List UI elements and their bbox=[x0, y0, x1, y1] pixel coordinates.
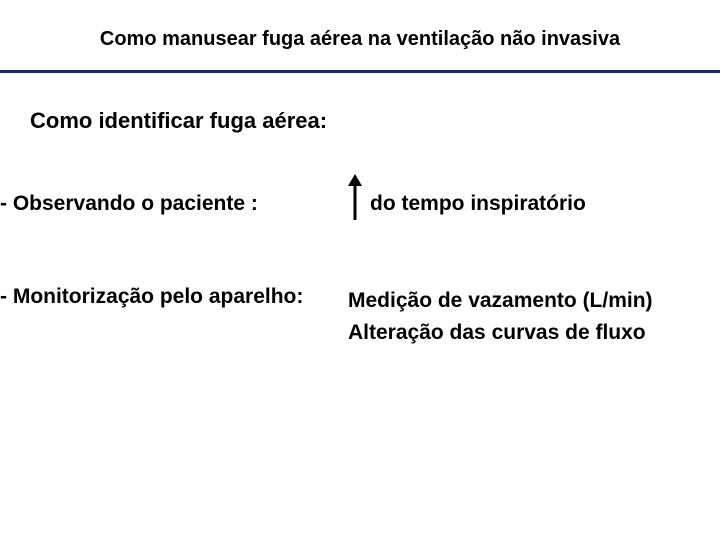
title-divider bbox=[0, 70, 720, 73]
row-monitoring-value-1: Medição de vazamento (L/min) bbox=[348, 285, 653, 317]
slide-title: Como manusear fuga aérea na ventilação n… bbox=[0, 28, 720, 51]
slide-subtitle: Como identificar fuga aérea: bbox=[30, 108, 327, 134]
up-arrow-icon bbox=[345, 174, 365, 222]
row-monitoring-value-2: Alteração das curvas de fluxo bbox=[348, 317, 653, 349]
row-observing-value: do tempo inspiratório bbox=[370, 192, 586, 216]
row-monitoring-values: Medição de vazamento (L/min) Alteração d… bbox=[348, 285, 653, 348]
slide: Como manusear fuga aérea na ventilação n… bbox=[0, 0, 720, 540]
row-observing-label: - Observando o paciente : bbox=[0, 192, 258, 216]
row-observing: - Observando o paciente : do tempo inspi… bbox=[0, 186, 720, 226]
row-monitoring-label: - Monitorização pelo aparelho: bbox=[0, 285, 303, 309]
